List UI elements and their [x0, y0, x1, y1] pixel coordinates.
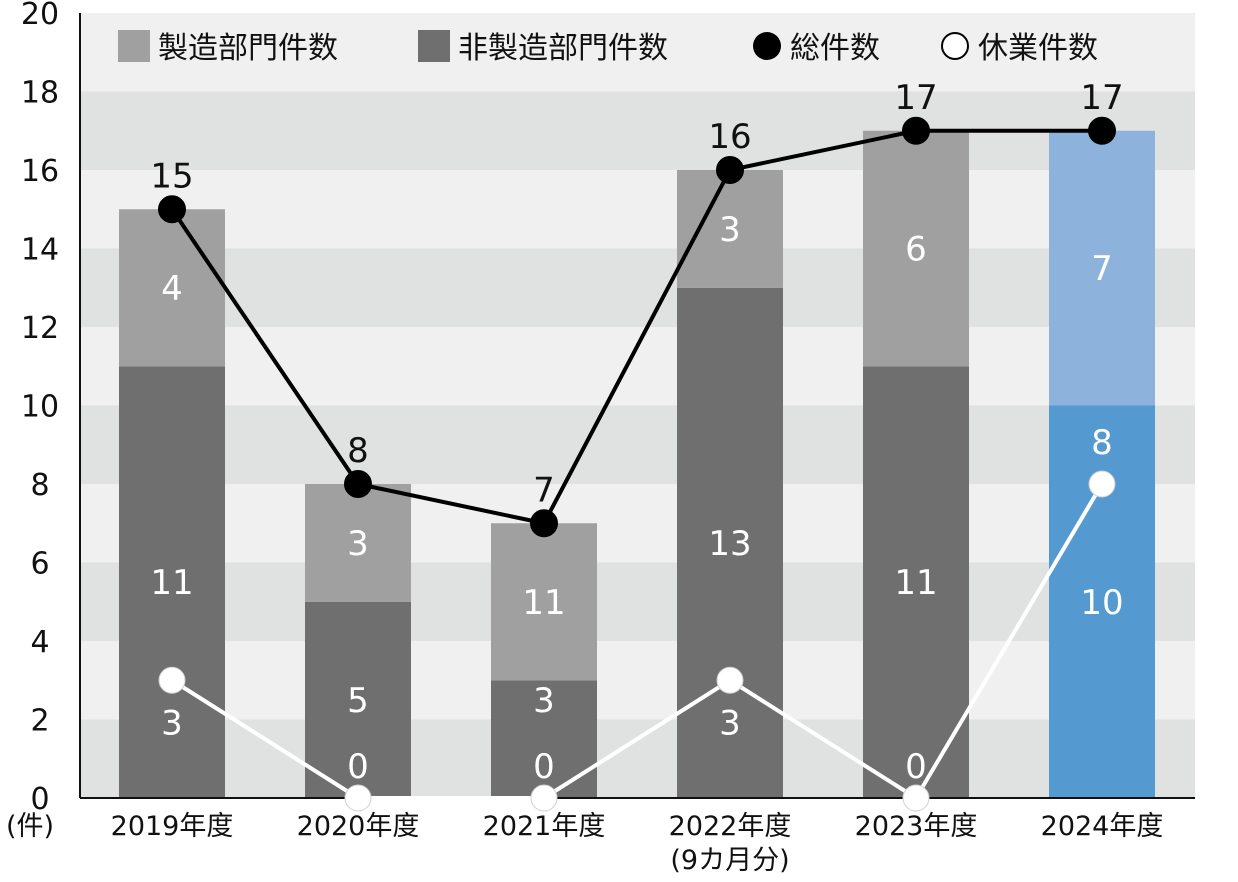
y-tick-label: 20 [21, 0, 59, 32]
x-tick-label: 2020年度 [297, 811, 420, 842]
y-tick-label: 14 [21, 233, 59, 268]
legend-label-idle: 休業件数 [978, 31, 1098, 66]
total-count-point [530, 509, 558, 538]
bar-label-non-manufacturing: 3 [533, 681, 555, 721]
lines [158, 116, 1116, 812]
idle-label: 8 [1091, 423, 1113, 463]
data-labels: 11 4 15 3 5 3 8 0 3 11 7 0 13 3 16 3 11 6 17 0 10 7 17 8 [150, 78, 1123, 787]
bar-label-non-manufacturing: 11 [894, 563, 937, 603]
legend-label-manufacturing: 製造部門件数 [158, 31, 338, 66]
legend: 製造部門件数 非製造部門件数 総件数 休業件数 [118, 30, 1098, 66]
y-unit-label: (件) [6, 811, 54, 842]
bar-non-manufacturing [863, 366, 969, 798]
bar-non-manufacturing [119, 366, 225, 798]
grid-band [80, 484, 1195, 563]
bar-label-manufacturing: 3 [719, 210, 741, 250]
y-tick-label: 8 [30, 468, 49, 503]
total-count-point [344, 470, 372, 498]
idle-label: 3 [161, 703, 183, 743]
total-label: 15 [150, 156, 193, 196]
bar-manufacturing [863, 130, 969, 367]
total-count-point [1088, 116, 1116, 145]
y-tick-label: 18 [21, 76, 59, 111]
idle-label: 3 [719, 703, 741, 743]
y-tick-label: 12 [21, 311, 59, 346]
total-label: 8 [347, 431, 369, 471]
bar-manufacturing [119, 209, 225, 367]
x-tick-label: 2023年度 [855, 811, 978, 842]
idle-label: 0 [347, 747, 369, 787]
idle-count-line [170, 482, 1104, 800]
idle-count-point [1088, 470, 1116, 498]
bars [119, 130, 1155, 798]
grid-band [80, 562, 1195, 641]
bar-non-manufacturing [677, 287, 783, 798]
legend-swatch-non-manufacturing [418, 30, 450, 62]
bar-manufacturing [305, 484, 411, 602]
total-count-point [158, 195, 186, 224]
legend-marker-total [753, 32, 781, 60]
legend-swatch-manufacturing [118, 30, 150, 62]
total-count-line [170, 128, 1102, 526]
y-tick-label: 2 [30, 704, 49, 739]
total-label: 17 [1080, 78, 1123, 118]
total-count-point [902, 116, 930, 145]
x-tick-note: (9カ月分) [670, 845, 789, 876]
grid-band [80, 719, 1195, 798]
legend-label-total: 総件数 [790, 31, 880, 66]
grid-band [80, 327, 1195, 406]
y-tick-label: 10 [21, 390, 59, 425]
idle-count-point [902, 784, 930, 812]
bar-manufacturing [491, 523, 597, 681]
x-tick-label: 2022年度 [669, 811, 792, 842]
legend-marker-idle [941, 32, 969, 60]
bar-manufacturing [1049, 130, 1155, 406]
grid-band [80, 405, 1195, 484]
bar-label-non-manufacturing: 5 [347, 681, 369, 721]
x-tick-label: 2019年度 [111, 811, 234, 842]
bar-non-manufacturing [305, 601, 411, 798]
total-label: 7 [533, 470, 555, 510]
axes: 0 2 4 6 8 10 12 14 16 18 20 (件) 2019年度 2020年度 2021年度 20… [6, 0, 1195, 876]
x-tick-label: 2021年度 [483, 811, 606, 842]
legend-label-non-manufacturing: 非製造部門件数 [458, 31, 668, 66]
bar-label-manufacturing: 3 [347, 524, 369, 564]
bar-label-non-manufacturing: 10 [1080, 583, 1123, 623]
idle-count-point [530, 784, 558, 812]
idle-label: 0 [905, 747, 927, 787]
idle-count-point [344, 784, 372, 812]
idle-count-point [158, 666, 186, 694]
grid-band [80, 641, 1195, 720]
total-count-point [716, 156, 744, 184]
y-tick-label: 0 [30, 782, 49, 817]
idle-label: 0 [533, 747, 555, 787]
bar-non-manufacturing [491, 680, 597, 798]
y-tick-label: 16 [21, 154, 59, 189]
x-tick-label: 2024年度 [1041, 811, 1164, 842]
grid-band [80, 13, 1195, 92]
grid-band [80, 248, 1195, 327]
grid-band [80, 170, 1195, 249]
total-label: 17 [894, 78, 937, 118]
grid-bands [80, 13, 1195, 798]
idle-count-point [716, 666, 744, 694]
bar-label-manufacturing: 6 [905, 230, 927, 270]
bar-label-non-manufacturing: 13 [708, 524, 751, 564]
bar-label-manufacturing: 11 [522, 583, 565, 623]
y-tick-label: 4 [30, 625, 49, 660]
total-label: 16 [708, 117, 751, 157]
bar-manufacturing [677, 170, 783, 288]
bar-label-non-manufacturing: 11 [150, 563, 193, 603]
bar-label-manufacturing: 4 [161, 269, 183, 309]
bar-label-manufacturing: 7 [1091, 249, 1113, 289]
y-tick-label: 6 [30, 547, 49, 582]
